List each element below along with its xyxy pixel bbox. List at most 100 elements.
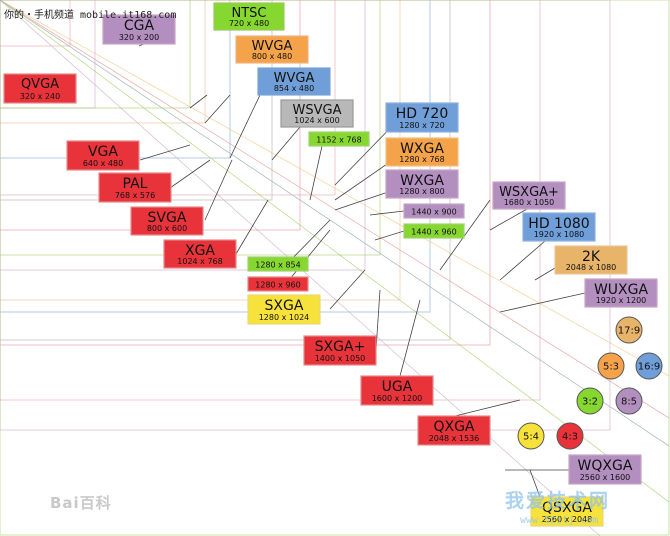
aspect-ratio-circle (615, 387, 643, 415)
resolution-dims: 1680 x 1050 (504, 198, 555, 207)
leader-line (375, 289, 381, 351)
aspect-ratio-badges: 17:9 5:3 16:9 3:2 8:5 5:4 4:3 (517, 316, 663, 450)
resolution-outline (0, 0, 191, 109)
watermark-baidu: Bai百科 (50, 494, 112, 512)
resolution-outline (0, 0, 206, 124)
resolution-dims: 854 x 480 (274, 84, 314, 93)
resolution-box (303, 335, 377, 366)
aspect-ratio-circle (576, 387, 604, 415)
resolution-dims: 320 x 200 (119, 33, 159, 42)
leader-line (309, 145, 323, 201)
resolution-dims: 1280 x 720 (399, 121, 444, 130)
resolution-box (492, 181, 566, 210)
resolution-dims: 800 x 480 (252, 52, 292, 61)
resolution-box (530, 496, 604, 527)
leader-line (169, 159, 211, 189)
aspect-ratio-label: 3:2 (582, 397, 598, 408)
resolution-dims: 720 x 480 (229, 19, 269, 28)
resolution-name: CGA (124, 18, 155, 34)
resolution-dims: 2560 x 1600 (580, 473, 631, 482)
aspect-ratio-5-4: 5:4 (517, 422, 545, 450)
resolution-name: QSXGA (542, 500, 592, 516)
aspect-ratio-label: 4:3 (562, 432, 578, 443)
resolution-dims: 1280 x 854 (255, 261, 300, 270)
resolution-box (522, 212, 596, 242)
resolution-name: NTSC (232, 6, 267, 21)
resolution-box (257, 67, 331, 96)
watermark-site: 我爱技术网 (505, 490, 611, 512)
resolution-dims: 320 x 240 (20, 92, 60, 101)
resolution-name: HD 1080 (528, 216, 589, 232)
resolution-label-r1280-960: 1280 x 960 (247, 276, 309, 292)
aspect-guide-line (0, 0, 670, 447)
leader-line (499, 292, 586, 313)
watermark-site-url: www.52itj.com (520, 515, 599, 526)
aspect-guide-line (0, 0, 670, 419)
resolution-box (280, 99, 354, 128)
aspect-ratio-5-3: 5:3 (597, 352, 625, 380)
resolution-box (385, 137, 459, 167)
resolution-name: SVGA (148, 210, 187, 226)
resolution-box (403, 223, 465, 239)
leader-line (489, 208, 528, 231)
aspect-ratio-17-9: 17:9 (615, 316, 643, 344)
resolution-box (568, 454, 642, 485)
leader-line (204, 94, 231, 124)
resolution-name: 2K (582, 249, 601, 265)
resolution-box (308, 131, 370, 147)
leader-line (369, 210, 405, 216)
resolution-box (247, 256, 309, 272)
aspect-ratio-circle (615, 316, 643, 344)
aspect-ratio-4-3: 4:3 (556, 422, 584, 450)
resolution-name: WSXGA+ (499, 185, 559, 200)
resolution-dims: 1600 x 1200 (372, 394, 423, 403)
resolution-name: QXGA (433, 419, 474, 435)
resolution-name: SXGA (265, 298, 304, 314)
leader-line (204, 159, 233, 221)
resolution-dims: 2048 x 1536 (429, 434, 480, 443)
resolution-dims: 1280 x 768 (399, 155, 444, 164)
resolution-name: HD 720 (396, 106, 448, 122)
aspect-guide-line (0, 0, 670, 503)
resolution-dims: 1920 x 1080 (534, 230, 585, 239)
aspect-ratio-label: 8:5 (621, 397, 637, 408)
resolution-name: SXGA+ (315, 339, 366, 355)
aspect-ratio-circle (597, 352, 625, 380)
resolution-dims: 1152 x 768 (316, 136, 361, 145)
resolution-dims: 1440 x 900 (411, 208, 456, 217)
aspect-ratio-circle (517, 422, 545, 450)
resolution-box (66, 140, 140, 171)
resolution-label-sxgaplus: SXGA+1400 x 1050 (303, 335, 377, 366)
aspect-ratio-circle (635, 352, 663, 380)
aspect-ratio-label: 16:9 (638, 362, 660, 373)
resolution-dims: 1400 x 1050 (315, 354, 366, 363)
resolution-label-r1440-900: 1440 x 900 (403, 203, 465, 219)
resolution-dims: 800 x 600 (147, 224, 187, 233)
resolution-box (130, 206, 204, 236)
resolution-dims: 640 x 480 (83, 159, 123, 168)
resolution-dims: 1024 x 600 (294, 116, 339, 125)
resolution-name: WXGA (400, 141, 444, 157)
resolution-label-r1152: 1152 x 768 (308, 131, 370, 147)
resolution-name: VGA (88, 144, 118, 160)
resolution-name: WQXGA (578, 458, 633, 474)
resolution-box (235, 35, 309, 64)
leader-line (399, 299, 421, 377)
resolution-name: QVGA (21, 77, 59, 92)
aspect-ratio-label: 17:9 (618, 326, 640, 337)
aspect-ratio-label: 5:3 (603, 362, 619, 373)
